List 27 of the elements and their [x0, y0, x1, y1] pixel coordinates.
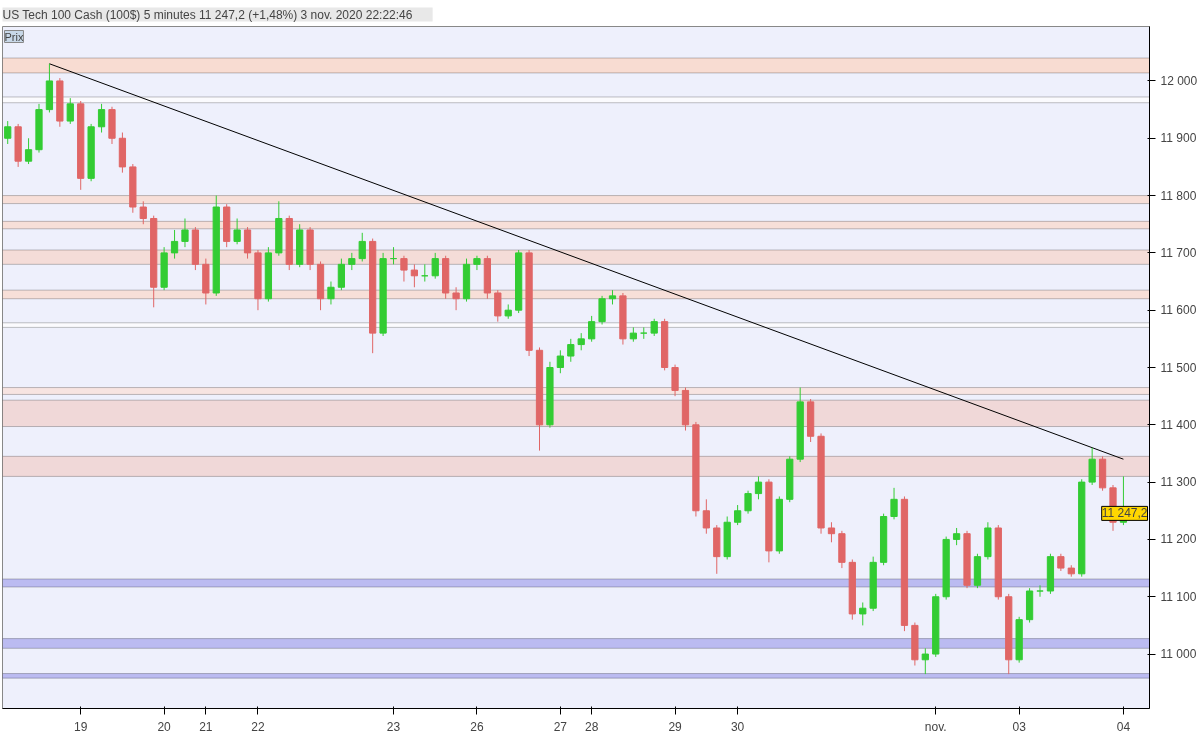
y-tick-label: 11 500 — [1160, 360, 1197, 375]
y-tick-label: 11 800 — [1160, 188, 1197, 203]
chart-title: US Tech 100 Cash (100$) 5 minutes 11 247,2 (+1,48%) 3 nov. 2020 22:22:46 — [2, 7, 413, 22]
y-tick-label: 11 600 — [1160, 303, 1197, 318]
y-tick-label: 11 000 — [1160, 647, 1197, 662]
x-tick-label: 27 — [553, 719, 568, 734]
y-tick-label: 11 700 — [1160, 245, 1197, 260]
x-tick-label: 04 — [1116, 719, 1131, 734]
y-tick-label: 12 000 — [1160, 73, 1198, 88]
x-tick-label: 21 — [199, 719, 213, 734]
annotation: 11 247,2 — [1101, 506, 1148, 521]
y-tick-label: 11 400 — [1160, 417, 1197, 432]
y-tick-label: 11 200 — [1160, 532, 1197, 547]
x-tick-label: 30 — [730, 719, 745, 734]
x-tick-label: 19 — [74, 719, 88, 734]
y-tick-label: 11 100 — [1160, 589, 1197, 604]
x-tick-label: 26 — [470, 719, 484, 734]
y-tick-label: 11 300 — [1160, 475, 1197, 490]
x-tick-label: 28 — [584, 719, 599, 734]
x-tick-label: 29 — [668, 719, 683, 734]
x-tick-label: 20 — [157, 719, 172, 734]
x-tick-label: nov. — [924, 719, 947, 734]
x-tick-label: 23 — [386, 719, 401, 734]
annotation: Prix — [4, 30, 24, 43]
y-tick-label: 11 900 — [1160, 131, 1197, 146]
x-tick-label: 03 — [1012, 719, 1027, 734]
x-tick-label: 22 — [251, 719, 265, 734]
